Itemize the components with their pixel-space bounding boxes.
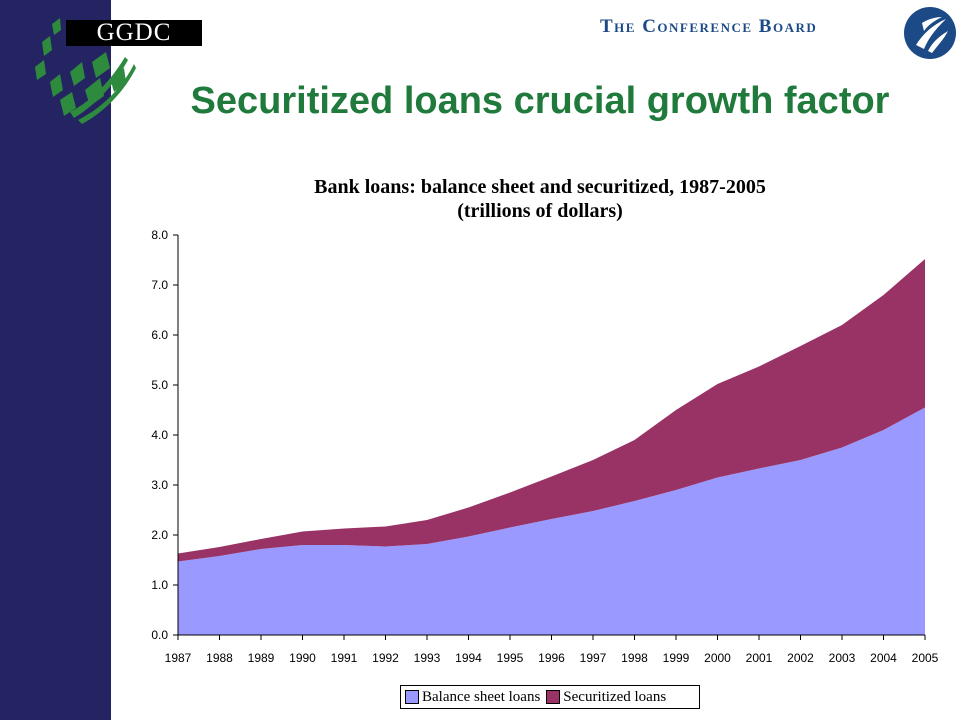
ggdc-emblem-icon: [35, 18, 136, 124]
x-tick-label: 1988: [206, 651, 233, 665]
y-tick-label: 1.0: [151, 578, 168, 592]
y-tick-label: 0.0: [151, 628, 168, 642]
legend-item-balance-sheet: Balance sheet loans: [405, 689, 540, 706]
legend-item-securitized: Securitized loans: [546, 689, 666, 706]
legend-label: Securitized loans: [563, 688, 667, 705]
y-tick-label: 7.0: [151, 278, 168, 292]
x-tick-label: 1989: [248, 651, 275, 665]
sidebar-band: [0, 0, 111, 720]
legend-label: Balance sheet loans: [422, 688, 541, 705]
y-tick-label: 2.0: [151, 528, 168, 542]
series-area-securitized-loans: [178, 259, 925, 562]
x-tick-label: 1994: [455, 651, 482, 665]
chart-subtitle: (trillions of dollars): [457, 200, 623, 222]
y-tick-label: 4.0: [151, 428, 168, 442]
x-tick-label: 2004: [870, 651, 897, 665]
x-tick-label: 1992: [372, 651, 399, 665]
chart-legend: Balance sheet loans Securitized loans: [400, 685, 700, 709]
x-tick-label: 2001: [746, 651, 773, 665]
x-tick-label: 1995: [497, 651, 524, 665]
x-tick-label: 1996: [538, 651, 565, 665]
chart-title: Bank loans: balance sheet and securitize…: [314, 176, 766, 198]
x-tick-label: 2000: [704, 651, 731, 665]
x-tick-label: 1999: [663, 651, 690, 665]
ggdc-logo-text: GGDC: [66, 20, 202, 46]
legend-swatch: [405, 690, 419, 704]
series-area-balance-sheet-loans: [178, 407, 925, 635]
x-tick-label: 1997: [580, 651, 607, 665]
chart-title-block: Bank loans: balance sheet and securitize…: [220, 175, 860, 223]
org-name: The Conference Board: [600, 16, 818, 37]
y-tick-label: 6.0: [151, 328, 168, 342]
y-tick-label: 5.0: [151, 378, 168, 392]
y-tick-label: 8.0: [151, 228, 168, 242]
x-tick-label: 1998: [621, 651, 648, 665]
x-tick-label: 1993: [414, 651, 441, 665]
x-tick-label: 2002: [787, 651, 814, 665]
legend-swatch: [546, 690, 561, 704]
x-tick-label: 1990: [289, 651, 316, 665]
slide-title: Securitized loans crucial growth factor: [190, 80, 890, 122]
x-tick-label: 2003: [829, 651, 856, 665]
y-tick-label: 3.0: [151, 478, 168, 492]
x-tick-label: 1991: [331, 651, 358, 665]
x-tick-label: 2005: [912, 651, 939, 665]
conference-board-globe-icon: [904, 7, 956, 59]
x-tick-label: 1987: [165, 651, 192, 665]
